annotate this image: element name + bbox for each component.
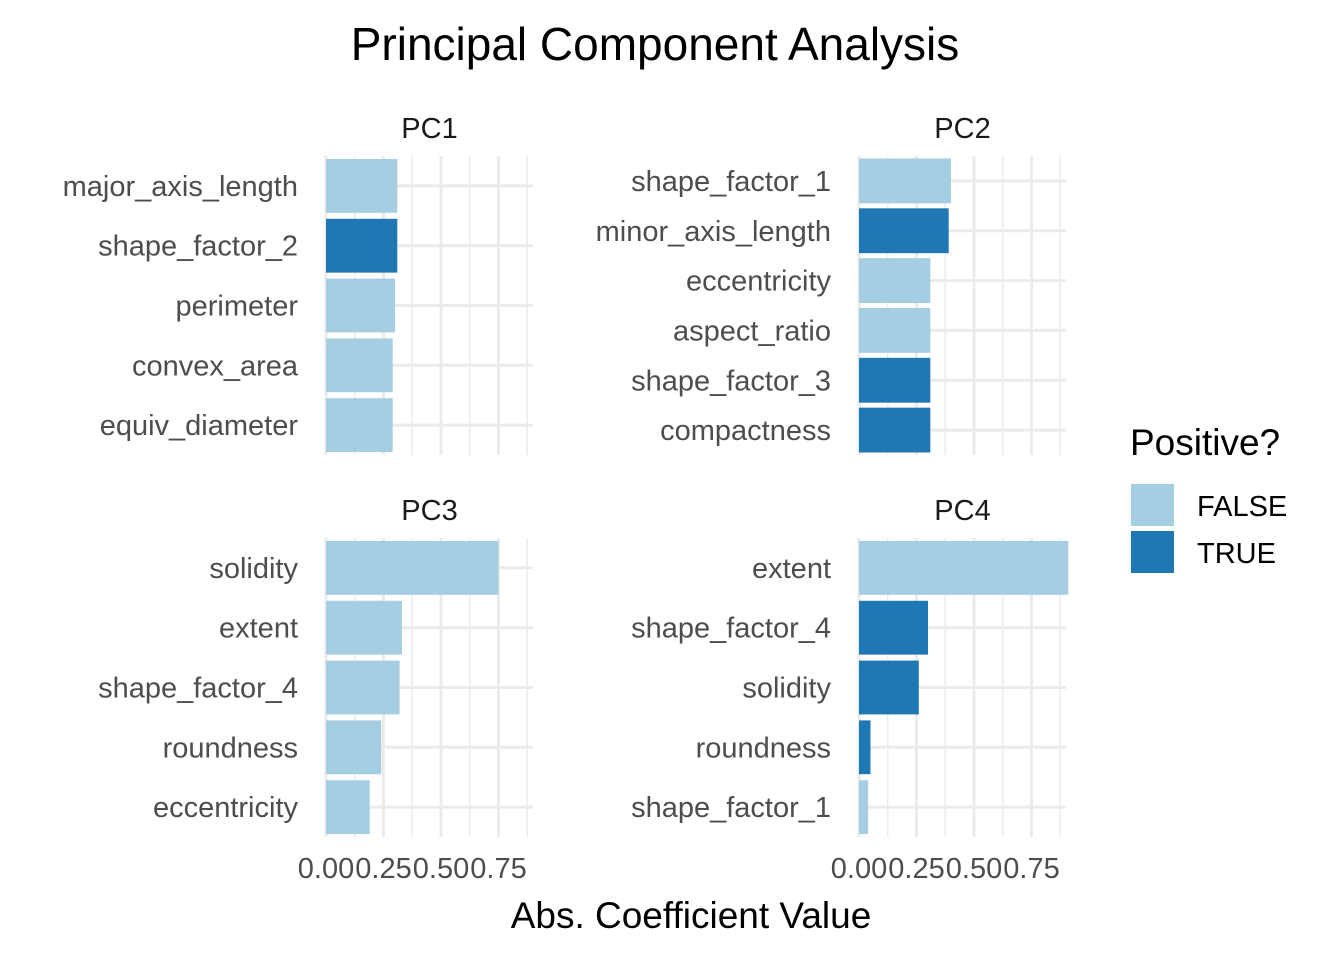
category-label: solidity xyxy=(209,553,298,585)
category-label: compactness xyxy=(660,415,831,447)
x-axis-title: Abs. Coefficient Value xyxy=(511,895,872,936)
bar xyxy=(859,258,931,304)
chart-title: Principal Component Analysis xyxy=(351,18,960,70)
x-tick-label: 0.25 xyxy=(888,853,944,885)
category-label: eccentricity xyxy=(686,266,832,298)
bar xyxy=(859,208,949,254)
bar xyxy=(326,540,499,595)
x-tick-label: 0.75 xyxy=(1003,853,1059,885)
facet-panels: PC1 major_axis_length shape_factor_2perime… xyxy=(63,113,1069,885)
category-label: shape_factor_3 xyxy=(631,365,831,397)
x-tick-label: 0.00 xyxy=(831,853,887,885)
category-label: minor_axis_length xyxy=(596,216,831,248)
category-label: shape_factor_4 xyxy=(631,613,831,645)
x-tick-label: 0.25 xyxy=(355,853,411,885)
category-label: solidity xyxy=(742,673,831,705)
bar xyxy=(859,540,1069,595)
legend: Positive? FALSE TRUE xyxy=(1130,422,1287,573)
bar xyxy=(859,780,869,835)
bar xyxy=(326,218,398,273)
bar xyxy=(326,660,400,715)
category-label: roundness xyxy=(163,732,298,764)
bar xyxy=(859,307,931,353)
category-label: convex_area xyxy=(132,350,299,382)
legend-key-false xyxy=(1131,484,1174,526)
category-label: shape_factor_2 xyxy=(98,231,298,263)
bar xyxy=(326,338,393,393)
legend-title: Positive? xyxy=(1130,422,1280,463)
bar xyxy=(859,158,951,204)
bar xyxy=(326,398,393,453)
category-label: perimeter xyxy=(176,291,299,323)
facet-title: PC1 xyxy=(401,113,457,145)
bar xyxy=(859,407,931,453)
category-label: roundness xyxy=(696,732,831,764)
category-label: shape_factor_4 xyxy=(98,673,298,705)
category-label: eccentricity xyxy=(153,792,299,824)
bar xyxy=(859,600,928,655)
x-tick-label: 0.50 xyxy=(946,853,1002,885)
facet-title: PC2 xyxy=(934,113,990,145)
bar xyxy=(326,780,370,835)
bar xyxy=(326,158,398,213)
legend-label: TRUE xyxy=(1197,538,1276,570)
category-label: shape_factor_1 xyxy=(631,166,831,198)
bar xyxy=(326,720,382,775)
facet-title: PC3 xyxy=(401,495,457,527)
x-tick-label: 0.00 xyxy=(298,853,354,885)
legend-label: FALSE xyxy=(1197,491,1287,523)
category-label: major_axis_length xyxy=(63,171,298,203)
x-tick-label: 0.50 xyxy=(413,853,469,885)
category-label: extent xyxy=(219,613,298,645)
bar xyxy=(859,720,871,775)
facet-pc4: PC4 extent shape_factor_4 solidity roundness… xyxy=(631,495,1069,885)
category-label: shape_factor_1 xyxy=(631,792,831,824)
bar xyxy=(326,600,402,655)
bar xyxy=(859,660,919,715)
category-label: equiv_diameter xyxy=(100,410,299,442)
facet-pc2: PC2 shape_factor_1 minor_axis_lengtheccent… xyxy=(596,113,1066,455)
bar xyxy=(326,278,395,333)
legend-key-true xyxy=(1131,531,1174,573)
facet-pc1: PC1 major_axis_length shape_factor_2perime… xyxy=(63,113,533,455)
facet-pc3: PC3 solidity extent shape_factor_4 roundness… xyxy=(98,495,533,885)
bar xyxy=(859,357,931,403)
facet-title: PC4 xyxy=(934,495,990,527)
x-tick-label: 0.75 xyxy=(470,853,526,885)
category-label: extent xyxy=(752,553,831,585)
category-label: aspect_ratio xyxy=(673,315,831,347)
